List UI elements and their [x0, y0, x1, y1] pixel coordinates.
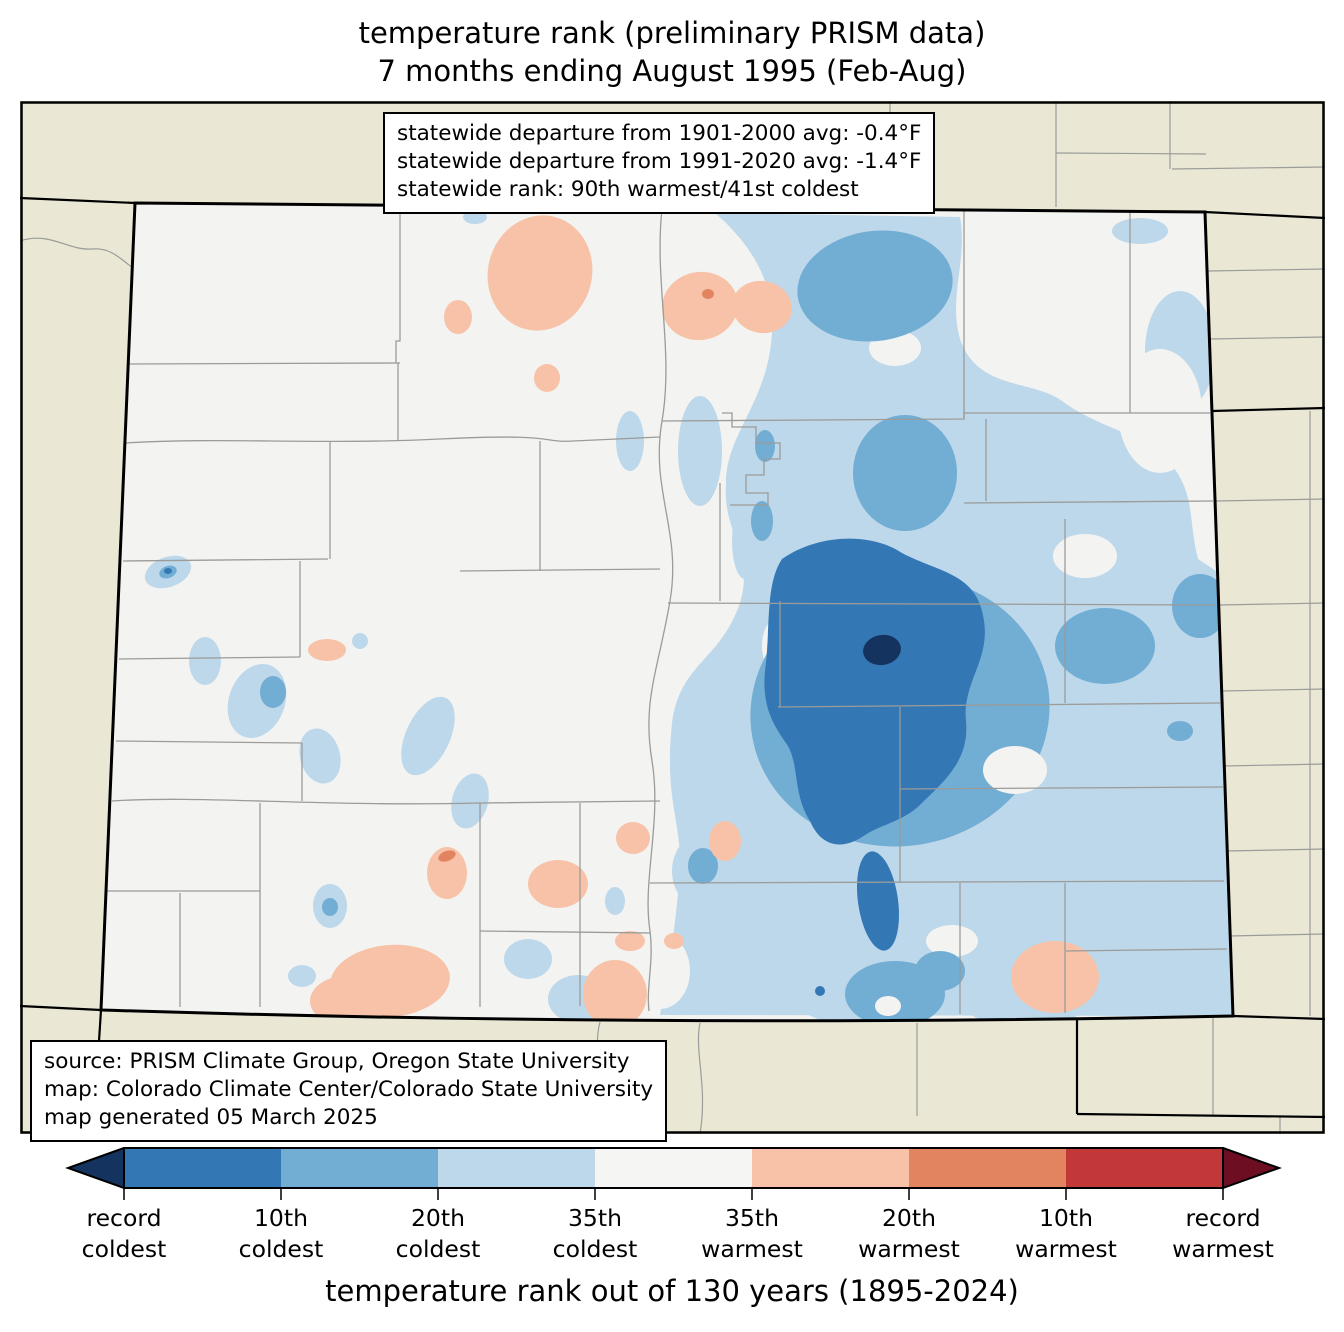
colorado-state-border: [99, 201, 1235, 1023]
title-line-1: temperature rank (preliminary PRISM data…: [358, 16, 986, 50]
colorbar-band-coldest-10th: [124, 1148, 281, 1188]
colorbar-legend: record coldest 10th coldest 20th coldest 35th c…: [0, 1146, 1344, 1332]
contours-20th-warmest: [438, 289, 714, 862]
legend-tick-label-line1: record: [1185, 1204, 1261, 1232]
near-normal-hole: [875, 996, 901, 1016]
source-line-2: map: Colorado Climate Center/Colorado St…: [44, 1077, 654, 1102]
legend-tick-label-line2: warmest: [858, 1235, 960, 1263]
stats-line-3: statewide rank: 90th warmest/41st coldes…: [397, 177, 859, 202]
legend-tick-label-line1: 10th: [1038, 1204, 1093, 1232]
statewide-stats-box: statewide departure from 1901-2000 avg: …: [383, 112, 936, 214]
source-credit-box: source: PRISM Climate Group, Oregon Stat…: [30, 1040, 668, 1142]
source-line-1: source: PRISM Climate Group, Oregon Stat…: [44, 1049, 630, 1074]
legend-tick-label-line1: 20th: [410, 1204, 465, 1232]
legend-tick-label-line2: coldest: [552, 1235, 638, 1263]
legend-tick-label: record warmest: [1145, 1203, 1301, 1265]
legend-tick-label-line2: coldest: [395, 1235, 481, 1263]
legend-tick-label: 10th warmest: [988, 1203, 1144, 1265]
colorbar-band-near-normal: [595, 1148, 752, 1188]
colorbar: [65, 1146, 1282, 1200]
legend-tick-label-line2: warmest: [1015, 1235, 1117, 1263]
legend-tick-label-line1: record: [86, 1204, 162, 1232]
stats-line-2: statewide departure from 1991-2020 avg: …: [397, 149, 922, 174]
map-area: [19, 101, 1326, 1135]
legend-tick-label: 20th coldest: [360, 1203, 516, 1265]
legend-tick-label-line1: 35th: [724, 1204, 779, 1232]
legend-tick-label-line1: 35th: [567, 1204, 622, 1232]
contour-record-coldest: [863, 634, 901, 666]
stats-line-1: statewide departure from 1901-2000 avg: …: [397, 121, 922, 146]
rank-contours: [106, 207, 1233, 1021]
page-title: temperature rank (preliminary PRISM data…: [0, 14, 1344, 90]
legend-tick-label: 10th coldest: [203, 1203, 359, 1265]
legend-tick-label-line2: warmest: [701, 1235, 803, 1263]
legend-tick-label-line1: 20th: [881, 1204, 936, 1232]
near-normal-hole: [983, 746, 1047, 794]
contours-35th-warmest: [308, 215, 1099, 1021]
title-line-2: 7 months ending August 1995 (Feb-Aug): [377, 54, 967, 88]
colorbar-band-warmest-35th: [752, 1148, 909, 1188]
colorbar-extend-coldest: [65, 1146, 125, 1190]
colorbar-extend-warmest: [1222, 1146, 1282, 1190]
colorbar-band-warmest-10th: [1066, 1148, 1223, 1188]
colorbar-band-coldest-35th: [438, 1148, 595, 1188]
contours-10th-coldest: [164, 538, 985, 996]
legend-tick-label-line2: coldest: [238, 1235, 324, 1263]
colorbar-band-coldest-20th: [281, 1148, 438, 1188]
legend-tick-label-line2: coldest: [81, 1235, 167, 1263]
colorado-temperature-rank-map: [19, 101, 1326, 1135]
legend-tick-label: 35th coldest: [517, 1203, 673, 1265]
legend-tick-label-line1: 10th: [253, 1204, 308, 1232]
map-frame: [20, 101, 1325, 1134]
colorbar-band-warmest-20th: [909, 1148, 1066, 1188]
source-line-3: map generated 05 March 2025: [44, 1105, 378, 1130]
legend-tick-label: 20th warmest: [831, 1203, 987, 1265]
colorado-county-lines: [106, 207, 1228, 1014]
legend-tick-label: 35th warmest: [674, 1203, 830, 1265]
legend-caption: temperature rank out of 130 years (1895-…: [325, 1274, 1019, 1308]
legend-tick-label: record coldest: [46, 1203, 202, 1265]
neighbor-county-lines: [19, 101, 1326, 1135]
legend-tick-label-line2: warmest: [1172, 1235, 1274, 1263]
